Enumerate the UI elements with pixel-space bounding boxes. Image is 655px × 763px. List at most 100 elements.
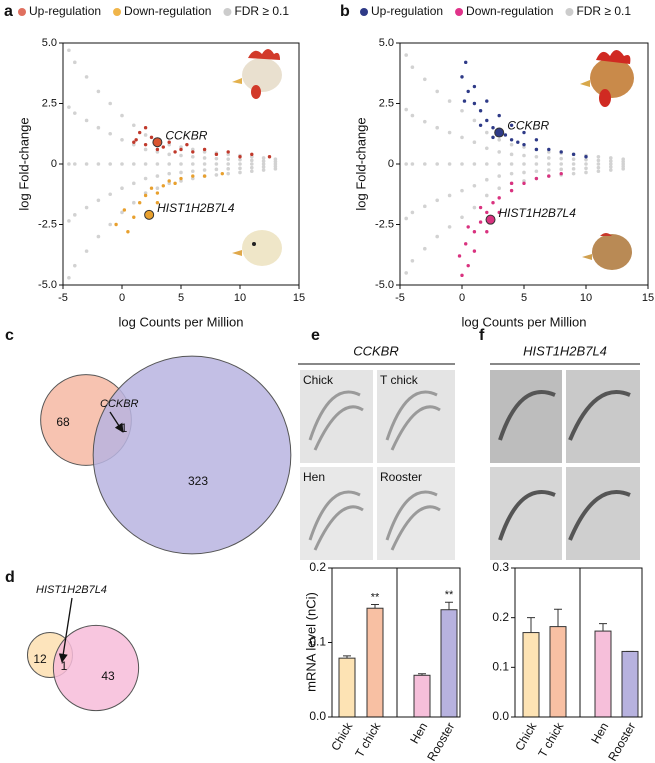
data-point xyxy=(460,135,464,140)
legend-marker xyxy=(223,8,232,16)
data-point xyxy=(497,162,502,166)
data-point xyxy=(571,171,576,176)
data-point xyxy=(522,142,526,147)
data-point xyxy=(143,176,148,181)
significance: ** xyxy=(371,591,380,603)
image-label: Hen xyxy=(303,470,325,484)
data-point xyxy=(596,169,601,174)
data-point xyxy=(509,181,514,186)
data-point xyxy=(132,215,136,219)
image-label: Chick xyxy=(303,373,334,387)
data-point xyxy=(261,168,266,172)
data-point xyxy=(522,179,526,183)
error-bar xyxy=(554,608,562,627)
data-point xyxy=(460,215,464,220)
x-tick-label: 10 xyxy=(234,292,246,304)
data-point xyxy=(462,99,467,103)
y-axis-title: log Fold-change xyxy=(16,117,31,210)
data-point xyxy=(138,130,142,135)
data-point xyxy=(571,157,576,161)
data-point xyxy=(132,200,136,205)
data-point xyxy=(167,140,171,144)
venn-count: 43 xyxy=(101,669,115,683)
data-point xyxy=(96,89,101,94)
data-point xyxy=(404,53,409,57)
data-point xyxy=(167,171,171,176)
data-point xyxy=(108,222,112,227)
data-point xyxy=(202,168,207,172)
data-point xyxy=(460,273,464,278)
data-point xyxy=(516,140,520,144)
y-tick-label: 0.0 xyxy=(309,709,326,723)
data-point xyxy=(571,162,576,166)
data-point xyxy=(132,123,136,128)
data-point xyxy=(250,162,254,166)
image-label: Rooster xyxy=(380,470,422,484)
data-point xyxy=(485,146,489,151)
data-point xyxy=(609,156,613,160)
highlight-point xyxy=(494,127,505,138)
data-point xyxy=(478,220,483,224)
rooster-photo-b xyxy=(580,50,634,107)
data-point xyxy=(191,169,195,174)
legend-label: Down-regulation xyxy=(466,4,553,18)
data-point xyxy=(497,174,502,178)
data-point xyxy=(509,142,514,147)
x-tick-label: 0 xyxy=(119,292,125,304)
data-point xyxy=(191,150,195,154)
data-point xyxy=(267,155,272,159)
data-point xyxy=(173,181,177,186)
data-point xyxy=(497,186,502,190)
data-point xyxy=(584,162,588,166)
legend-marker xyxy=(18,8,26,16)
y-tick-label: -5.0 xyxy=(375,279,394,291)
data-point xyxy=(143,126,148,130)
data-point xyxy=(509,162,514,166)
y-tick-label: 0.1 xyxy=(309,635,326,649)
data-point xyxy=(108,101,112,106)
data-point xyxy=(161,145,165,149)
data-point xyxy=(478,109,483,113)
x-tick-label: -5 xyxy=(58,292,68,304)
data-point xyxy=(478,205,483,210)
legend-marker xyxy=(455,8,464,16)
data-point xyxy=(96,125,101,130)
data-point xyxy=(584,157,588,162)
data-point xyxy=(84,118,89,123)
significance: ** xyxy=(445,589,454,601)
data-point xyxy=(571,152,576,157)
data-point xyxy=(497,210,501,215)
x-tick-label: 10 xyxy=(580,292,592,304)
legend-marker xyxy=(113,8,122,16)
data-point xyxy=(596,154,601,159)
annotation-arrow xyxy=(109,411,124,433)
data-point xyxy=(191,154,195,159)
data-point xyxy=(120,113,124,118)
data-point xyxy=(485,193,489,198)
data-point xyxy=(460,75,464,79)
hen-photo-b xyxy=(582,233,632,270)
data-point xyxy=(155,150,160,154)
data-point xyxy=(132,140,136,144)
plot-frame xyxy=(514,567,643,718)
y-tick-label: 0.0 xyxy=(492,709,509,723)
data-point xyxy=(167,162,171,166)
panel-label: b xyxy=(340,3,350,20)
legend-label: Up-regulation xyxy=(29,4,101,18)
data-point xyxy=(485,210,489,215)
data-point xyxy=(202,156,207,160)
x-tick-label: -5 xyxy=(395,292,405,304)
panel-label: c xyxy=(5,327,14,344)
data-point xyxy=(167,152,171,157)
data-point xyxy=(202,174,207,178)
data-point xyxy=(134,138,138,142)
data-point xyxy=(261,162,266,166)
data-point xyxy=(132,162,136,166)
data-point xyxy=(84,162,89,166)
error-bar xyxy=(599,623,607,632)
y-axis-title: mRNA level (nCi) xyxy=(303,592,318,692)
data-point xyxy=(238,166,242,171)
panel-title: CCKBR xyxy=(353,343,399,358)
data-point xyxy=(73,111,77,115)
data-point xyxy=(261,165,266,169)
